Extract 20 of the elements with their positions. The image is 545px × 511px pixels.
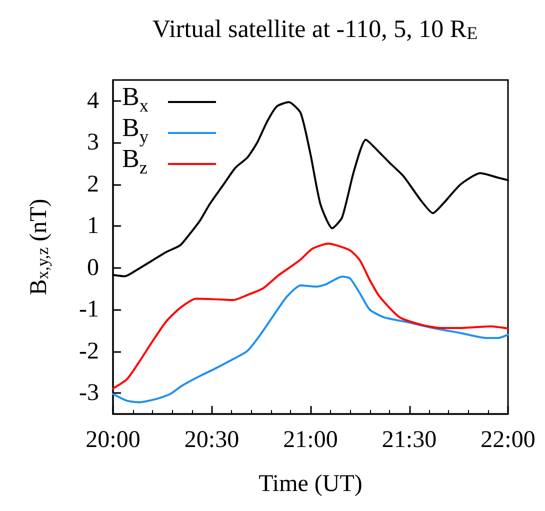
chart-title: Virtual satellite at -110, 5, 10 RE: [152, 16, 478, 43]
x-tick-label: 22:00: [480, 427, 536, 453]
y-tick-label: -3: [79, 380, 99, 406]
y-axis-title: Bx,y,z (nT): [26, 198, 52, 296]
legend-label: B$_{x}$: [122, 82, 148, 116]
line-series: [112, 276, 509, 404]
line-series: [112, 242, 509, 390]
y-tick-label: 1: [87, 213, 99, 240]
y-tick-label: -2: [79, 338, 99, 364]
x-axis-title: Time (UT): [258, 471, 362, 497]
x-tick-label: 20:30: [184, 427, 240, 453]
y-tick-label: 2: [87, 171, 99, 198]
y-tick-label: 3: [87, 130, 99, 156]
y-tick-label: 0: [87, 254, 99, 281]
y-tick-label: 4: [87, 88, 99, 114]
x-tick-label: 21:30: [382, 427, 437, 453]
y-tick-label: -1: [79, 296, 99, 323]
legend-label: B$_{y}$: [122, 113, 148, 147]
x-tick-label: 20:00: [86, 427, 140, 453]
x-tick-label: 21:00: [283, 427, 338, 453]
